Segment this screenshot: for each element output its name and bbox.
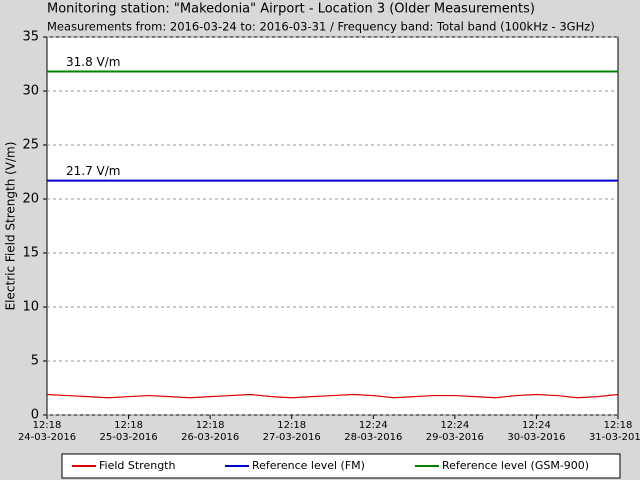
x-tick-label: 28-03-2016 [344,432,402,443]
x-tick-label: 24-03-2016 [18,432,76,443]
x-tick-label: 12:18 [196,420,225,431]
x-tick-label: 12:18 [114,420,143,431]
x-tick-label: 12:18 [277,420,306,431]
y-tick-label: 25 [22,138,39,153]
y-tick-label: 35 [22,30,39,45]
legend [61,453,621,479]
x-tick-label: 12:24 [440,420,469,431]
x-tick-label: 31-03-2016 [589,432,640,443]
x-tick-label: 26-03-2016 [181,432,239,443]
y-tick-label: 30 [22,84,39,99]
x-tick-label: 29-03-2016 [426,432,484,443]
chart-subtitle: Measurements from: 2016-03-24 to: 2016-0… [47,20,595,34]
y-tick-label: 10 [22,300,39,315]
x-tick-label: 12:18 [604,420,633,431]
y-tick-label: 20 [22,192,39,207]
reference-label: 31.8 V/m [66,55,120,69]
legend-label: Reference level (GSM-900) [442,459,589,472]
y-tick-label: 15 [22,246,39,261]
reference-label: 21.7 V/m [66,164,120,178]
y-tick-label: 0 [31,408,39,423]
plot-area [46,36,619,416]
x-tick-label: 12:24 [522,420,551,431]
legend-label: Field Strength [99,459,175,472]
x-tick-label: 27-03-2016 [263,432,321,443]
y-tick-label: 5 [31,354,39,369]
data-line [46,393,619,399]
x-tick-label: 30-03-2016 [507,432,565,443]
x-tick-label: 25-03-2016 [100,432,158,443]
x-tick-label: 12:24 [359,420,388,431]
chart-title: Monitoring station: "Makedonia" Airport … [47,2,535,17]
legend-label: Reference level (FM) [252,459,365,472]
x-tick-label: 12:18 [33,420,62,431]
y-axis-label: Electric Field Strength (V/m) [4,142,18,311]
